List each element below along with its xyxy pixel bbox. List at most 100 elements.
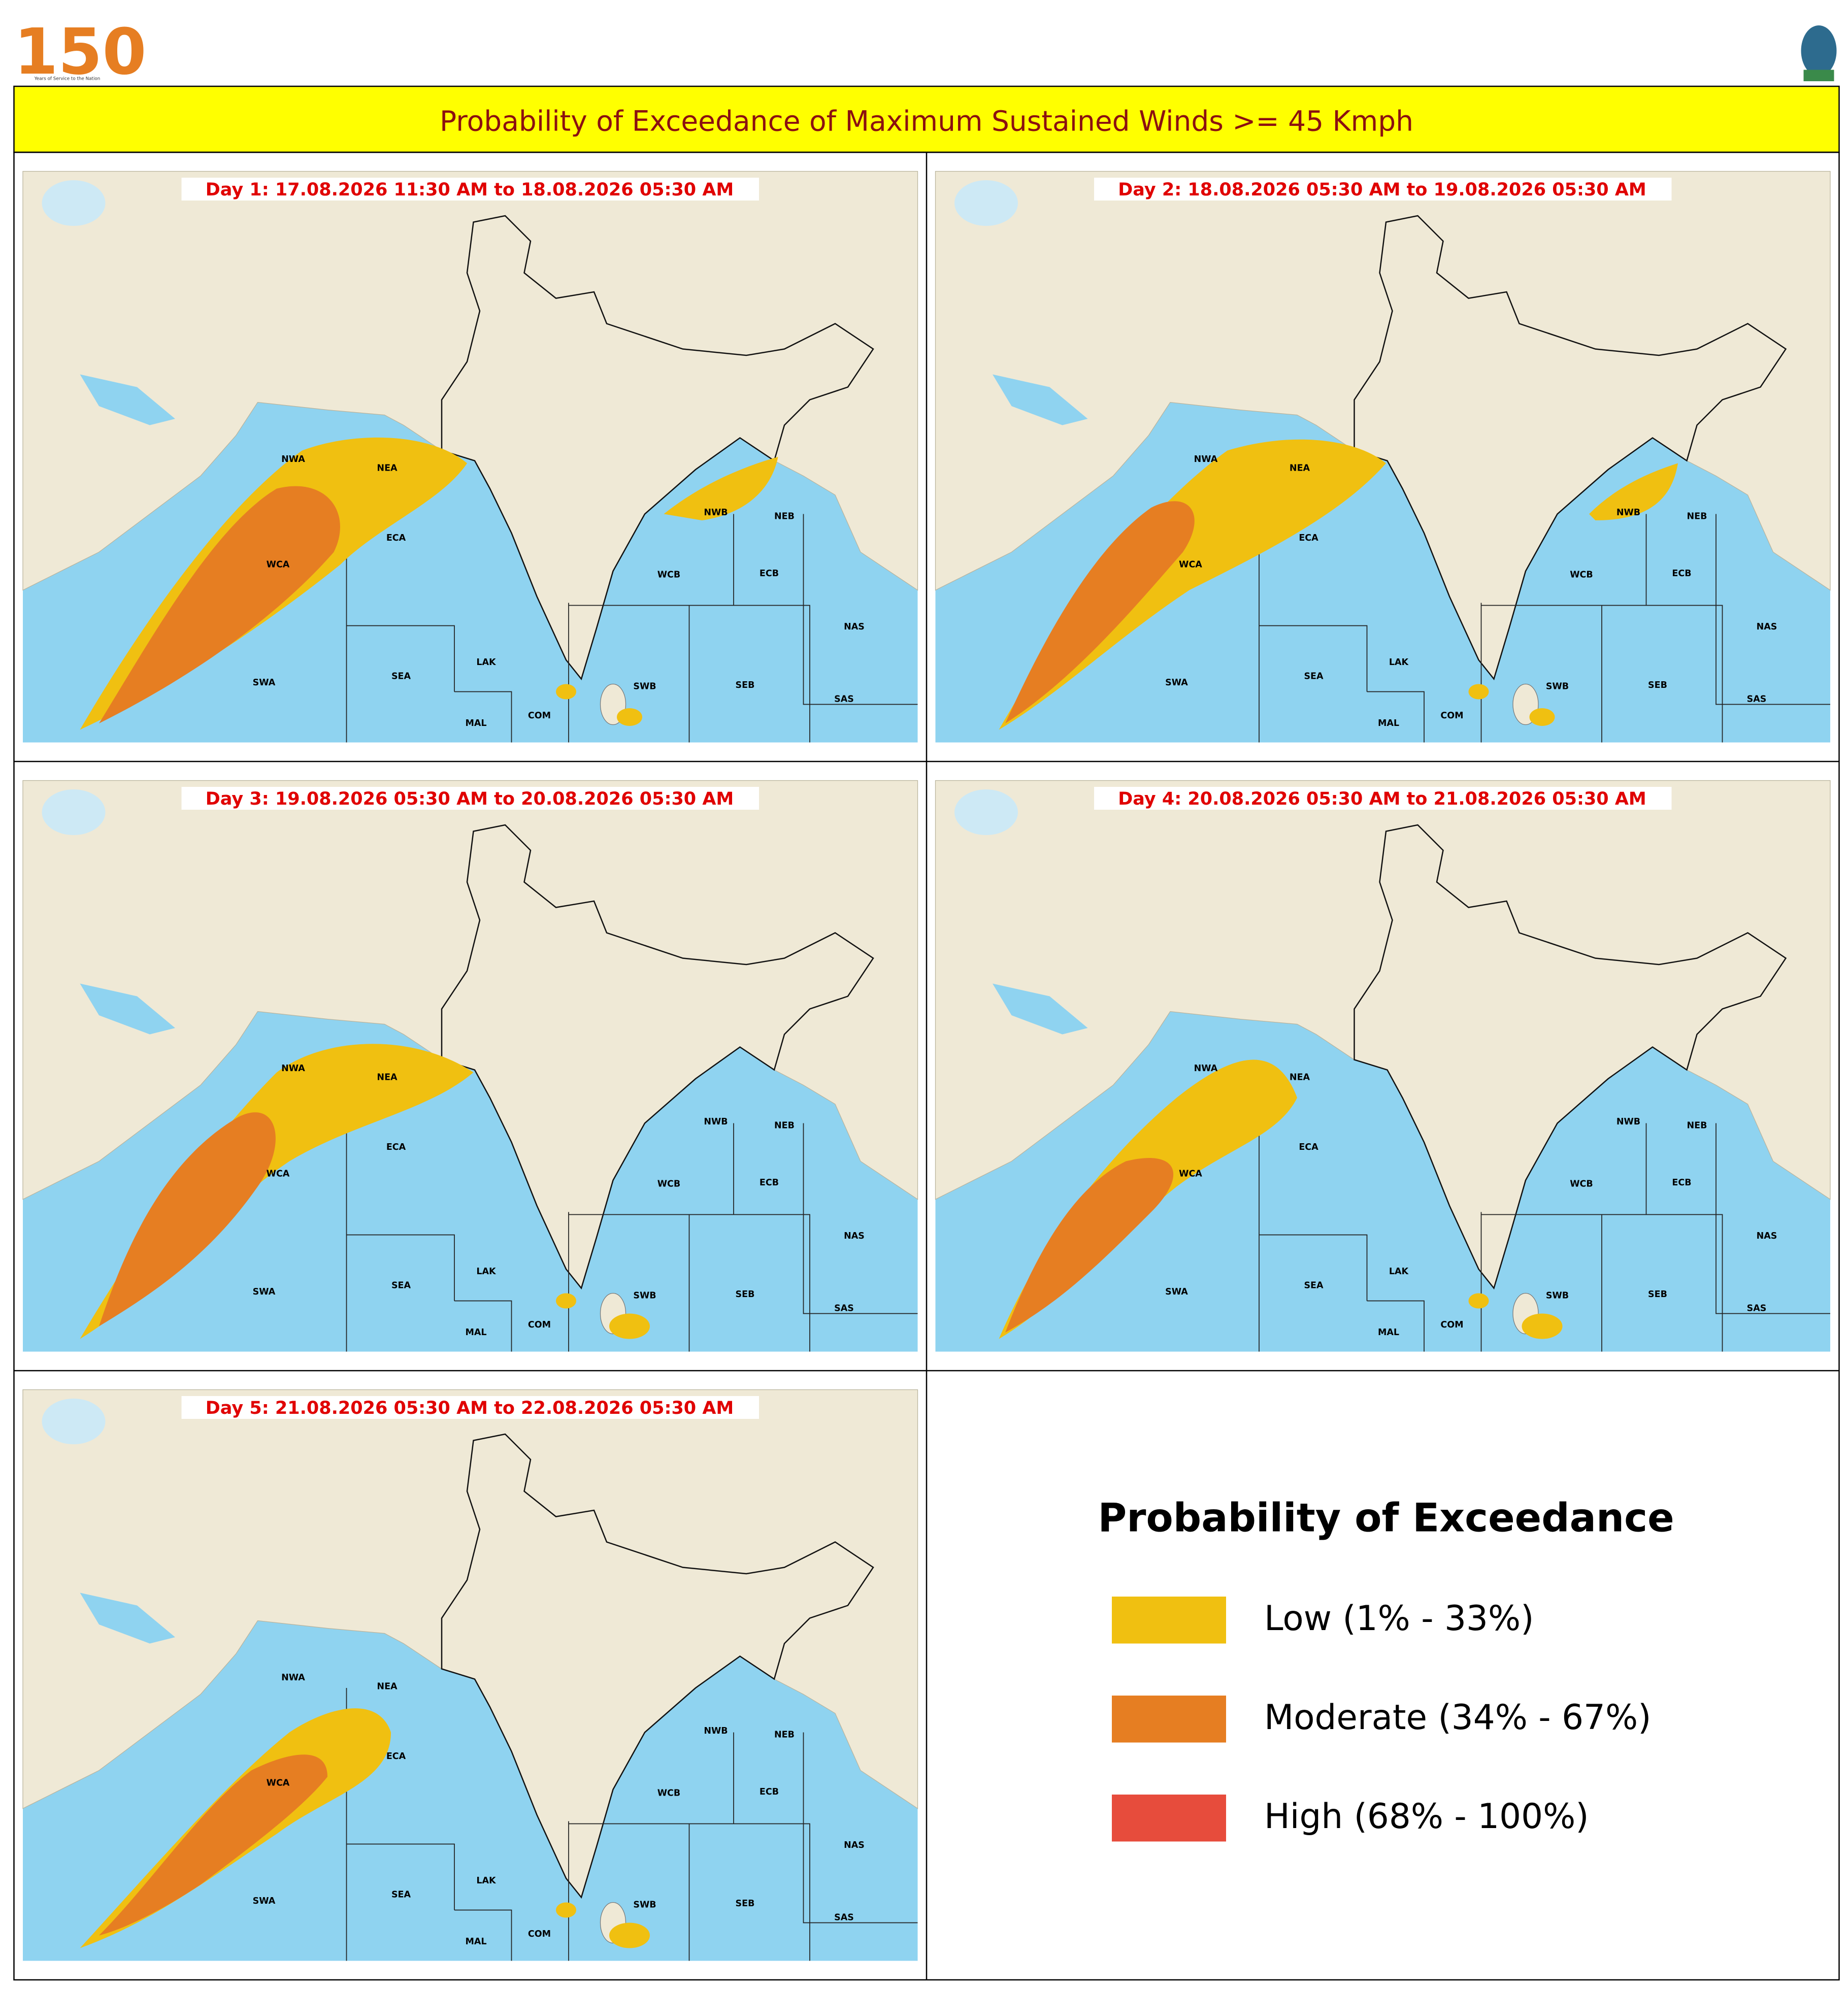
region-label: SWB <box>1546 1291 1569 1301</box>
region-label: ECA <box>1299 533 1318 543</box>
region-label: SAS <box>834 694 854 705</box>
legend-swatch <box>1112 1795 1226 1842</box>
region-label: SAS <box>1747 694 1767 705</box>
low-probability-area <box>556 1902 576 1918</box>
moderate-probability-area <box>1005 501 1195 723</box>
region-label: SEA <box>1304 1281 1324 1291</box>
region-label: NWB <box>704 1117 728 1127</box>
region-boundary <box>1259 625 1368 692</box>
region-boundary <box>569 1823 810 1961</box>
region-label: NWA <box>1194 454 1218 465</box>
inland-sea <box>42 789 106 835</box>
region-boundary <box>346 625 455 692</box>
region-label: WCA <box>267 1169 290 1179</box>
region-label: NEB <box>774 512 795 522</box>
moderate-probability-area <box>99 486 340 723</box>
persian-gulf <box>993 374 1088 425</box>
legend-swatch <box>1112 1696 1226 1743</box>
region-label: ECB <box>760 1787 779 1797</box>
region-label: WCB <box>1570 570 1593 580</box>
region-label: LAK <box>1389 657 1409 668</box>
inland-sea <box>42 1399 106 1444</box>
region-boundary <box>1481 605 1723 743</box>
region-label: SWA <box>253 1287 276 1297</box>
low-probability-area <box>617 708 642 726</box>
region-label: ECB <box>760 1178 779 1188</box>
map-panel: NWA NEA ECA WCA SWA SEA LAK MAL COM SWB SEB NWB NEB E… <box>22 1389 918 1961</box>
panel-title: Day 4: 20.08.2026 05:30 AM to 21.08.2026… <box>1118 789 1646 809</box>
region-label: WCB <box>657 570 681 580</box>
region-label: SWB <box>1546 682 1569 692</box>
region-label: COM <box>528 1320 551 1330</box>
region-label: NEB <box>774 1730 795 1740</box>
region-label: SEB <box>1648 1289 1667 1300</box>
region-label: NAS <box>1757 622 1777 632</box>
legend-swatch <box>1112 1597 1226 1644</box>
region-label: WCA <box>267 560 290 570</box>
region-label: SAS <box>834 1913 854 1923</box>
persian-gulf <box>80 374 175 425</box>
region-label: MAL <box>1378 1328 1399 1338</box>
region-label: NEA <box>1290 1073 1310 1083</box>
map-panel: NWA NEA ECA WCA SWA SEA LAK MAL COM SWB SEB NWB NEB E… <box>22 780 918 1352</box>
region-label: SEA <box>391 672 411 682</box>
inland-sea <box>954 180 1018 226</box>
region-label: NEB <box>774 1121 795 1131</box>
region-label: NWA <box>281 454 305 465</box>
moderate-probability-area <box>99 1112 276 1326</box>
region-label: COM <box>1440 711 1463 721</box>
low-probability-area <box>1522 1313 1563 1339</box>
low-probability-area <box>1468 1293 1489 1309</box>
low-probability-area <box>80 1044 474 1339</box>
legend-label: Moderate (34% - 67%) <box>1264 1697 1651 1737</box>
low-probability-area <box>999 439 1386 730</box>
inland-sea <box>954 789 1018 835</box>
region-label: ECA <box>386 533 406 543</box>
region-label: NEA <box>377 1073 398 1083</box>
region-label: LAK <box>476 657 497 668</box>
panel-title: Day 2: 18.08.2026 05:30 AM to 19.08.2026… <box>1118 180 1646 200</box>
region-label: SWA <box>1165 1287 1188 1297</box>
region-label: SEA <box>1304 672 1324 682</box>
region-label: COM <box>1440 1320 1463 1330</box>
region-boundary <box>454 1909 512 1961</box>
region-label: WCA <box>1179 560 1202 570</box>
region-boundary <box>346 1843 455 1910</box>
region-boundary <box>569 605 810 743</box>
region-label: SEB <box>736 680 755 690</box>
low-probability-area <box>1468 684 1489 700</box>
region-label: NAS <box>1757 1231 1777 1241</box>
india-outline <box>441 1433 874 1899</box>
legend-label: High (68% - 100%) <box>1264 1796 1589 1836</box>
map-panel: NWA NEA ECA WCA SWA SEA LAK MAL COM SWB SEB NWB NEB E… <box>935 171 1831 743</box>
persian-gulf <box>80 1593 175 1644</box>
region-label: ECA <box>1299 1142 1318 1152</box>
region-label: LAK <box>476 1876 497 1886</box>
region-label: WCA <box>1179 1169 1202 1179</box>
low-probability-area <box>1529 708 1555 726</box>
inland-sea <box>42 180 106 226</box>
region-label: SWA <box>253 678 276 688</box>
region-label: SEA <box>391 1281 411 1291</box>
region-label: MAL <box>465 1328 486 1338</box>
low-probability-area <box>1589 463 1678 520</box>
logo-tagline: Years of Service to the Nation <box>34 77 101 82</box>
region-boundary <box>803 1123 918 1314</box>
region-label: MAL <box>1378 718 1399 728</box>
region-boundary <box>346 1234 455 1301</box>
persian-gulf <box>80 983 175 1035</box>
region-label: SEB <box>1648 680 1667 690</box>
region-label: NWB <box>704 508 728 518</box>
region-boundary <box>454 691 512 743</box>
region-boundary <box>1367 691 1425 743</box>
region-boundary <box>1481 1214 1723 1352</box>
panel-title: Day 3: 19.08.2026 05:30 AM to 20.08.2026… <box>206 789 734 809</box>
india-outline <box>1354 824 1787 1290</box>
region-label: WCB <box>657 1179 681 1189</box>
region-label: NWA <box>281 1673 305 1683</box>
region-label: SEB <box>736 1899 755 1909</box>
region-boundary <box>1715 1123 1830 1314</box>
region-label: NWB <box>1616 508 1640 518</box>
region-boundary <box>1367 1300 1425 1352</box>
